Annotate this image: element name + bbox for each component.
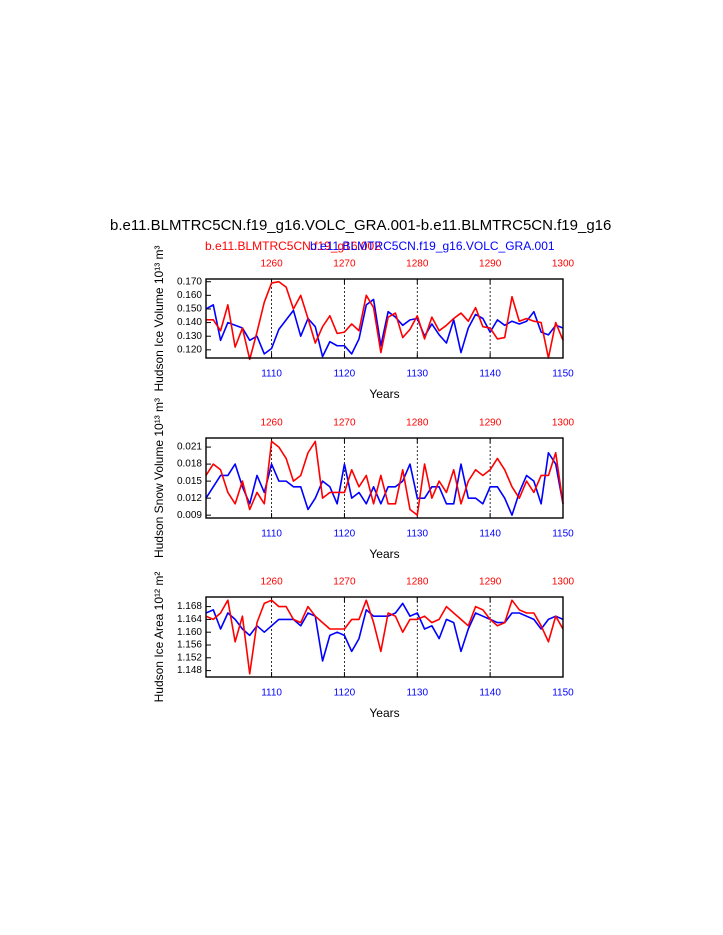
x-tick-label: 1130	[407, 529, 429, 540]
y-axis-label: Hudson Ice Volume 10¹³ m³	[152, 245, 166, 391]
y-tick-label: 1.152	[177, 652, 202, 663]
x-tick-label: 1130	[407, 688, 429, 699]
x-tick-label: 1140	[479, 529, 501, 540]
y-tick-label: 0.130	[177, 331, 202, 342]
x-tick-label: 1150	[552, 688, 574, 699]
data-line	[205, 599, 564, 675]
y-tick-label: 1.148	[177, 665, 202, 676]
x2-tick-label: 1260	[260, 259, 283, 270]
x2-tick-label: 1270	[333, 259, 356, 270]
y-tick-label: 0.140	[177, 317, 202, 328]
x-tick-label: 1120	[334, 529, 356, 540]
x-tick-label: 1120	[334, 369, 356, 380]
chart-title: b.e11.BLMTRC5CN.f19_g16.VOLC_GRA.001-b.e…	[110, 217, 657, 234]
x-tick-label: 1120	[334, 688, 356, 699]
x2-tick-label: 1280	[406, 577, 429, 588]
y-tick-label: 0.150	[177, 304, 202, 315]
x2-tick-label: 1300	[552, 259, 575, 270]
y-tick-label: 0.120	[177, 344, 202, 355]
y-tick-label: 1.164	[177, 614, 202, 625]
x2-tick-label: 1270	[333, 418, 356, 429]
y-tick-label: 1.156	[177, 640, 202, 651]
y-tick-label: 0.018	[177, 459, 202, 470]
x2-tick-label: 1260	[260, 577, 283, 588]
x-tick-label: 1140	[479, 369, 501, 380]
plot-frame	[205, 437, 564, 519]
y-axis-label: Hudson Snow Volume 10¹³ m³	[152, 398, 166, 558]
y-tick-label: 0.170	[177, 276, 202, 287]
x-axis-label: Years	[369, 706, 399, 720]
x2-tick-label: 1280	[406, 259, 429, 270]
y-axis-label: Hudson Ice Area 10¹² m²	[152, 572, 166, 703]
subtitle: b.e11.BLMTRC5CN.f19_g16.VOLC_GRA.001	[310, 239, 555, 253]
y-tick-label: 0.160	[177, 290, 202, 301]
x-tick-label: 1140	[479, 688, 501, 699]
x2-tick-label: 1300	[552, 577, 575, 588]
data-line	[205, 298, 564, 358]
x-axis-label: Years	[369, 387, 399, 401]
y-tick-label: 0.021	[177, 442, 202, 453]
y-tick-label: 1.160	[177, 627, 202, 638]
y-tick-label: 1.168	[177, 601, 202, 612]
x2-tick-label: 1280	[406, 418, 429, 429]
y-tick-label: 0.009	[177, 510, 202, 521]
x-tick-label: 1150	[552, 529, 574, 540]
x2-tick-label: 1290	[479, 418, 502, 429]
x2-tick-label: 1290	[479, 577, 502, 588]
plot-frame	[205, 278, 564, 359]
subtitle: b.e11.BLMTRC5CN.f19_g16.002	[205, 239, 381, 253]
x-axis-label: Years	[369, 547, 399, 561]
x-tick-label: 1110	[261, 369, 282, 380]
data-line	[205, 440, 564, 516]
y-tick-label: 0.012	[177, 493, 202, 504]
x-tick-label: 1110	[261, 529, 282, 540]
x2-tick-label: 1300	[552, 418, 575, 429]
data-line	[206, 280, 564, 361]
x-tick-label: 1130	[407, 369, 429, 380]
x-tick-label: 1110	[261, 688, 282, 699]
x2-tick-label: 1290	[479, 259, 502, 270]
x-tick-label: 1150	[552, 369, 574, 380]
x2-tick-label: 1260	[260, 418, 283, 429]
y-tick-label: 0.015	[177, 476, 202, 487]
plot-frame	[205, 596, 564, 678]
data-line	[205, 451, 564, 516]
x2-tick-label: 1270	[333, 577, 356, 588]
